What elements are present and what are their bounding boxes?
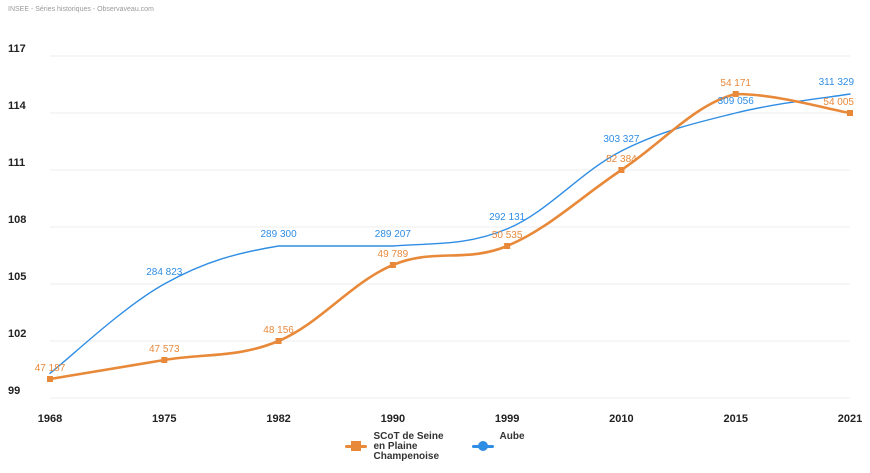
legend-label-scot: SCoT de Seine en Plaine Champenoise	[373, 431, 444, 462]
legend-item-scot[interactable]: SCoT de Seine en Plaine Champenoise	[345, 431, 444, 462]
series-line-scot	[48, 92, 852, 381]
series-line-aube	[49, 93, 851, 374]
legend-swatch-aube	[471, 440, 494, 452]
data-labels: 284 823 289 300 289 207 292 131 303 327 309 0…	[35, 77, 855, 374]
data-label-aube: 289 300	[260, 229, 297, 240]
data-label-scot: 49 789	[378, 249, 409, 260]
x-tick-label: 2015	[723, 413, 747, 425]
data-label-aube: 289 207	[375, 229, 412, 240]
data-label-scot: 54 005	[823, 97, 854, 108]
data-point-scot	[161, 357, 168, 363]
x-tick-label: 1982	[266, 413, 290, 425]
x-tick-label: 1968	[38, 413, 62, 425]
legend-item-aube[interactable]: Aube	[471, 431, 525, 462]
y-tick-label: 99	[8, 385, 20, 397]
y-tick-label: 108	[8, 214, 26, 226]
data-point-scot	[847, 110, 853, 116]
chart-grid	[50, 55, 850, 399]
x-tick-label: 1975	[152, 413, 176, 425]
legend-label-aube: Aube	[499, 431, 525, 442]
data-label-aube: 284 823	[146, 267, 183, 278]
data-label-scot: 54 171	[720, 78, 751, 89]
x-axis: 1968 1975 1982 1990 1999 2010 2015 2021	[38, 413, 862, 425]
y-tick-label: 105	[8, 271, 26, 283]
data-label-scot: 47 573	[149, 344, 180, 355]
data-label-scot: 47 187	[35, 363, 66, 374]
y-tick-label: 114	[8, 100, 27, 112]
chart-series	[47, 91, 853, 382]
data-point-scot	[389, 262, 396, 268]
y-axis: 99 102 105 108 111 114 117	[8, 43, 27, 397]
x-tick-label: 1999	[495, 413, 519, 425]
data-label-scot: 48 156	[263, 325, 294, 336]
data-label-aube: 311 329	[819, 77, 855, 88]
data-point-scot	[47, 376, 53, 382]
x-tick-label: 2021	[838, 413, 862, 425]
data-label-scot: 50 535	[492, 230, 523, 241]
data-point-scot	[275, 338, 282, 344]
data-label-scot: 52 384	[606, 154, 637, 165]
data-label-aube: 292 131	[489, 212, 526, 223]
y-tick-label: 117	[8, 43, 26, 55]
data-label-aube: 303 327	[603, 134, 640, 145]
y-tick-label: 111	[8, 157, 25, 169]
chart-legend: SCoT de Seine en Plaine Champenoise Aube	[0, 432, 870, 462]
data-point-scot	[618, 167, 625, 173]
chart-source: INSEE - Séries historiques - Observaveau…	[8, 6, 154, 13]
data-point-scot	[504, 243, 511, 249]
legend-swatch-scot	[345, 440, 368, 452]
y-tick-label: 102	[8, 328, 26, 340]
data-point-scot	[732, 91, 739, 97]
data-label-aube: 309 056	[718, 96, 755, 107]
x-tick-label: 2010	[609, 413, 633, 425]
x-tick-label: 1990	[381, 413, 405, 425]
